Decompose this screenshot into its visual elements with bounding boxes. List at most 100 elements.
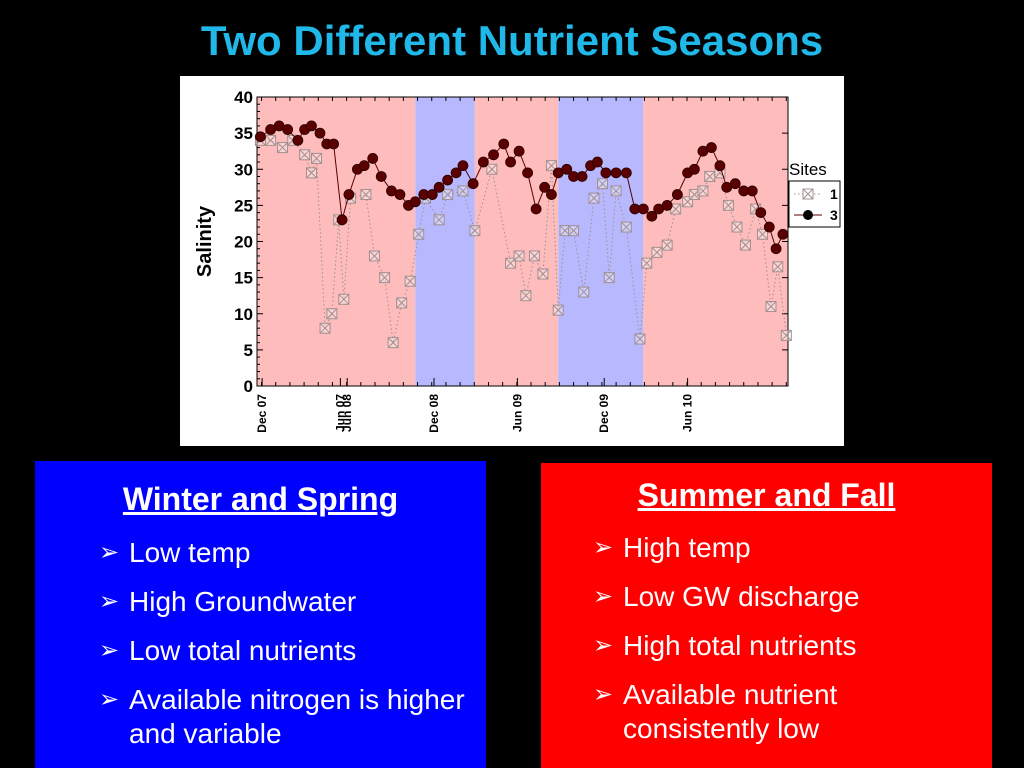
series-3-point <box>530 203 542 215</box>
winter-spring-band <box>415 97 475 386</box>
series-3-point <box>546 189 557 200</box>
series-1-point <box>360 189 372 201</box>
series-3-point <box>777 228 789 240</box>
series-1-point <box>537 268 549 280</box>
series-3-point <box>433 181 445 193</box>
bullet-text: High Groundwater <box>129 586 357 617</box>
series-1-point <box>299 149 311 161</box>
x-tick-label: Jun 10 <box>681 394 695 432</box>
series-1-point <box>641 257 653 269</box>
series-3-point <box>600 167 612 179</box>
series-3-line <box>260 125 784 251</box>
series-3-point <box>755 207 767 219</box>
x-tick-label: Dec 08 <box>427 394 441 433</box>
series-1-point <box>682 196 694 208</box>
winter-spring-bullet-list: ➢ Low temp ➢ High Groundwater ➢ Low total n… <box>99 536 479 766</box>
series-3-point <box>488 149 499 161</box>
legend-marker <box>802 188 814 200</box>
summer-fall-heading: Summer and Fall <box>637 477 896 513</box>
slide-title: Two Different Nutrient Seasons <box>200 17 824 64</box>
series-3-point <box>442 174 454 186</box>
series-1-point <box>305 167 317 179</box>
series-3-point <box>457 160 469 172</box>
legend-title: Sites <box>789 160 827 179</box>
y-tick-label: 20 <box>234 233 253 252</box>
series-3-point <box>328 138 339 150</box>
x-tick-label: Dec 07 <box>255 394 269 433</box>
y-tick-label: 30 <box>234 160 253 179</box>
series-3-point <box>255 131 266 143</box>
x-tick-label: Jun 09 <box>510 394 524 432</box>
list-item: ➢ Low total nutrients <box>99 634 479 668</box>
series-3-point <box>671 189 683 200</box>
y-tick-label: 35 <box>234 124 253 143</box>
series-1-point <box>413 228 425 240</box>
series-3-point <box>706 142 717 153</box>
series-3-point <box>591 156 603 168</box>
winter-spring-box: Winter and Spring ➢ Low temp ➢ High Ground… <box>35 461 486 768</box>
legend-marker <box>803 210 813 220</box>
arrow-bullet-icon: ➢ <box>99 686 120 713</box>
series-3-point <box>498 138 510 150</box>
series-3-point <box>714 160 726 172</box>
series-3-point <box>375 171 387 182</box>
y-tick-label: 10 <box>234 305 253 324</box>
series-3-point <box>746 185 758 197</box>
series-1-point <box>552 304 564 316</box>
series-1-point <box>319 322 331 334</box>
series-3-point <box>620 167 632 179</box>
series-1-point <box>661 239 673 251</box>
list-item: ➢ High temp <box>593 531 973 565</box>
arrow-bullet-icon: ➢ <box>99 539 120 566</box>
series-1-point <box>520 290 532 302</box>
series-1-point <box>697 185 709 197</box>
legend-entry-label: 3 <box>830 207 838 223</box>
summer-fall-band <box>474 97 559 386</box>
legend-entry-label: 1 <box>830 186 838 202</box>
bullet-text: Available nutrient consistently low <box>623 679 838 744</box>
series-1-point <box>513 250 525 262</box>
series-1-point <box>722 199 734 211</box>
series-3-point <box>539 181 551 193</box>
series-1-point <box>442 189 454 201</box>
series-3-point <box>770 243 782 255</box>
series-1-point <box>326 308 338 320</box>
series-1-point <box>610 185 622 197</box>
series-1-point <box>404 275 416 287</box>
series-3-point <box>576 171 588 182</box>
series-1-point <box>780 329 792 341</box>
series-3-point <box>336 214 348 226</box>
series-1-point <box>772 261 784 273</box>
list-item: ➢ High Groundwater <box>99 585 479 619</box>
summer-fall-box: Summer and Fall ➢ High temp ➢ Low GW disch… <box>541 463 992 768</box>
series-3-point <box>646 210 658 222</box>
series-3-point <box>729 178 741 190</box>
series-1-point <box>620 221 632 233</box>
y-tick-label: 25 <box>234 196 253 215</box>
summer-fall-bullet-list: ➢ High temp ➢ Low GW discharge ➢ High total… <box>593 531 973 761</box>
series-1-point <box>433 214 445 226</box>
bullet-text: High temp <box>623 532 751 563</box>
bullet-text: Low GW discharge <box>623 581 860 612</box>
series-3-point <box>358 160 370 172</box>
series-1-point <box>634 333 646 345</box>
series-3-point <box>688 163 700 175</box>
y-tick-label: 5 <box>244 341 253 360</box>
series-1-line <box>260 139 787 343</box>
arrow-bullet-icon: ➢ <box>593 534 614 561</box>
series-1-point <box>704 170 716 182</box>
series-3-point <box>637 203 649 215</box>
series-3-point <box>292 134 304 146</box>
bullet-text: Low temp <box>129 537 251 568</box>
bullet-text: High total nutrients <box>623 630 857 661</box>
list-item: ➢ Available nutrient consistently low <box>593 678 973 746</box>
series-1-point <box>265 134 277 146</box>
series-1-point <box>596 178 608 190</box>
legend-box <box>788 180 841 228</box>
series-1-point <box>277 142 289 154</box>
series-3-point <box>409 196 421 208</box>
series-3-point <box>522 167 534 179</box>
list-item: ➢ High total nutrients <box>593 629 973 663</box>
series-1-point <box>338 293 350 305</box>
series-3-point <box>477 156 489 168</box>
